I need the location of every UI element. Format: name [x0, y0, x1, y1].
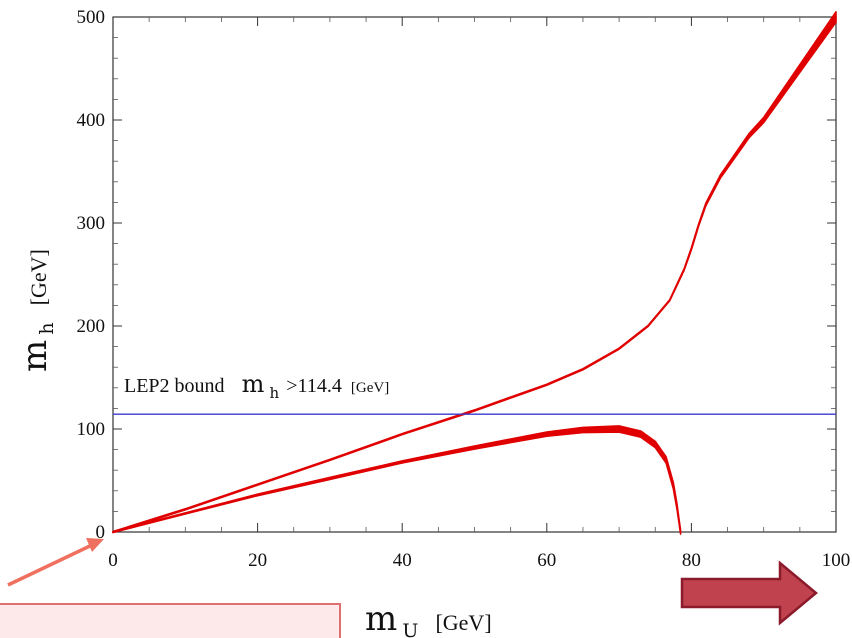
pointer-arrow — [7, 538, 104, 587]
pointer-arrow-head — [86, 538, 104, 552]
y-tick-label: 500 — [77, 7, 106, 28]
x-tick-label: 0 — [108, 550, 118, 571]
y-tick-label: 100 — [77, 419, 106, 440]
tick-labels: 0 20 40 60 80 100 0 100 200 300 400 500 — [77, 7, 851, 571]
right-arrow-icon — [680, 560, 818, 626]
annotation-m: m — [242, 370, 265, 398]
x-tick-label: 20 — [248, 550, 267, 571]
annotation-sub: h — [270, 384, 280, 402]
annotation-value: >114.4 — [286, 375, 342, 397]
pointer-arrow-shaft — [7, 543, 93, 587]
x-axis-title-sub: U — [402, 620, 418, 638]
y-tick-label: 400 — [77, 110, 106, 131]
y-axis-title-sub: h — [36, 322, 58, 334]
series-lower-branch — [112, 425, 682, 535]
series-upper-branch — [112, 11, 837, 534]
y-axis-title-unit: [GeV] — [26, 249, 51, 305]
x-tick-label: 100 — [822, 550, 851, 571]
x-tick-label: 40 — [393, 550, 412, 571]
x-tick-label: 60 — [537, 550, 556, 571]
y-axis-title: m h [GeV] — [15, 249, 58, 372]
y-axis-title-main: m — [15, 340, 55, 372]
y-tick-label: 200 — [77, 316, 106, 337]
series-layer — [112, 11, 837, 535]
x-axis-title-unit: [GeV] — [435, 610, 491, 635]
annotation-label: LEP2 bound — [124, 375, 225, 397]
x-axis-title: m U [GeV] — [365, 599, 492, 638]
annotation-unit: [GeV] — [351, 380, 389, 396]
y-tick-label: 300 — [77, 213, 106, 234]
callout-box — [0, 603, 341, 638]
x-axis-title-main: m — [365, 599, 397, 638]
lep2-bound-annotation: LEP2 bound m h >114.4 [GeV] — [124, 370, 389, 402]
y-tick-label: 0 — [96, 522, 106, 543]
x-tick-label: 80 — [682, 550, 701, 571]
